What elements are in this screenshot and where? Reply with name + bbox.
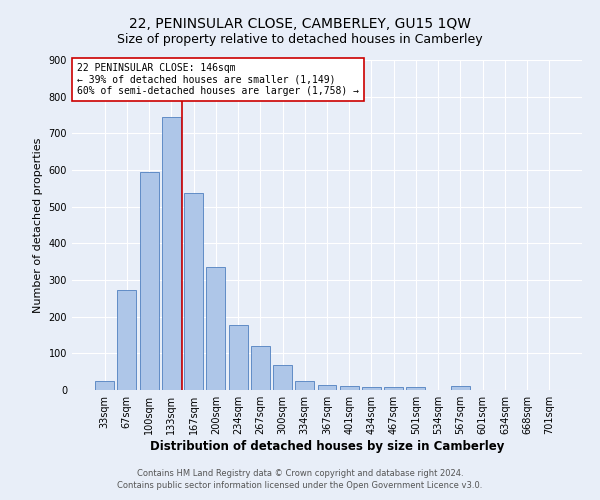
Bar [273,366,292,390]
Bar [184,192,203,390]
Bar [95,381,114,390]
Bar [340,386,359,390]
Text: Size of property relative to detached houses in Camberley: Size of property relative to detached ho… [117,32,483,46]
Text: Contains HM Land Registry data © Crown copyright and database right 2024.
Contai: Contains HM Land Registry data © Crown c… [118,468,482,490]
Text: 22, PENINSULAR CLOSE, CAMBERLEY, GU15 1QW: 22, PENINSULAR CLOSE, CAMBERLEY, GU15 1Q… [129,18,471,32]
Bar [206,267,225,390]
Bar [384,387,403,390]
Bar [118,290,136,390]
Bar [317,384,337,390]
Y-axis label: Number of detached properties: Number of detached properties [33,138,43,312]
Bar [229,324,248,390]
Bar [362,387,381,390]
X-axis label: Distribution of detached houses by size in Camberley: Distribution of detached houses by size … [150,440,504,453]
Bar [451,386,470,390]
Bar [406,387,425,390]
Bar [251,346,270,390]
Bar [140,172,158,390]
Bar [295,381,314,390]
Text: 22 PENINSULAR CLOSE: 146sqm
← 39% of detached houses are smaller (1,149)
60% of : 22 PENINSULAR CLOSE: 146sqm ← 39% of det… [77,64,359,96]
Bar [162,117,181,390]
